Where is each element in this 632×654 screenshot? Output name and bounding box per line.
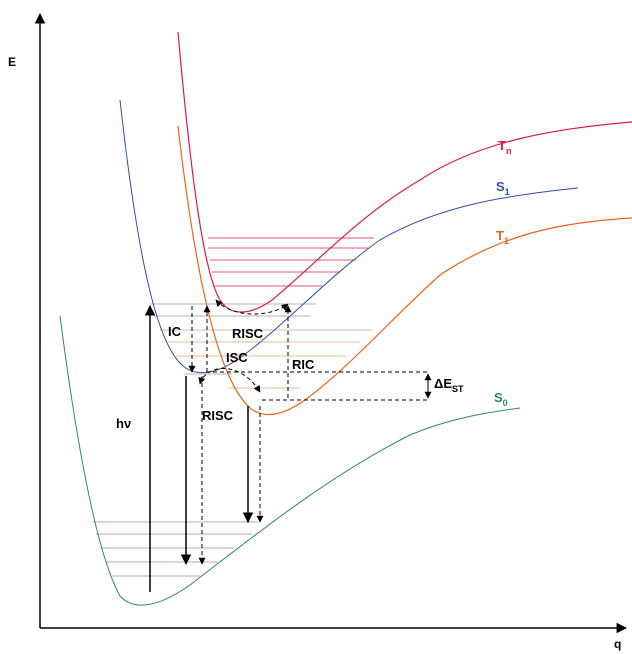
y-axis-label: E <box>8 55 16 69</box>
risc-upper-label: RISC <box>232 326 264 341</box>
tn-curve <box>177 31 632 313</box>
ic-label: IC <box>168 324 182 339</box>
t1-label: T1 <box>496 228 509 246</box>
s1-label: S1 <box>496 179 510 197</box>
tn-vibrational-levels <box>208 237 374 287</box>
ric-label: RIC <box>292 357 315 372</box>
risc-lower-label: RISC <box>202 408 234 423</box>
delta-est-label: ΔEST <box>434 376 464 394</box>
s0-label: S0 <box>494 390 508 408</box>
isc-label: ISC <box>226 350 248 365</box>
s1-vibrational-levels <box>150 303 372 375</box>
hv-label: hν <box>116 416 131 431</box>
tn-label: Tn <box>498 138 511 156</box>
risc-upper-curved-arrow <box>215 299 289 315</box>
isc-curved-arrow <box>198 368 261 393</box>
t1-curve <box>177 125 632 416</box>
axes: E q <box>8 12 628 651</box>
x-axis-label: q <box>614 637 621 651</box>
s0-curve <box>59 315 521 606</box>
s0-vibrational-levels <box>92 521 258 577</box>
